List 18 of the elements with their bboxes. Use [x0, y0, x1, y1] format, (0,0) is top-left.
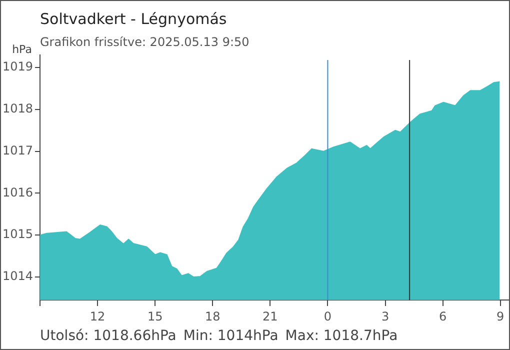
x-tick-label: 9: [496, 309, 504, 324]
y-tick-label: 1014: [2, 269, 33, 284]
chart-subtitle: Grafikon frissítve: 2025.05.13 9:50: [40, 35, 250, 49]
text: Utolsó: 1018.66hPa Min: 1014hPa Max: 1018.7hPa: [40, 328, 398, 344]
y-tick-label: 1017: [2, 143, 33, 158]
x-tick-label: 3: [381, 309, 390, 324]
y-tick-label: 1015: [2, 227, 33, 242]
x-tick-label: 0: [324, 309, 332, 324]
chart-title: Soltvadkert - Légnyomás: [40, 10, 227, 28]
x-tick-label: 21: [262, 309, 278, 324]
y-tick-label: 1019: [2, 60, 33, 74]
x-tick-label: 6: [439, 309, 447, 324]
y-tick-label: 1018: [2, 102, 33, 116]
y-tick-label: 1016: [2, 185, 33, 200]
y-axis-title: hPa: [12, 43, 32, 56]
x-tick-label: 15: [147, 309, 163, 324]
x-tick-label: 12: [90, 309, 106, 324]
x-tick-label: 18: [204, 309, 220, 324]
